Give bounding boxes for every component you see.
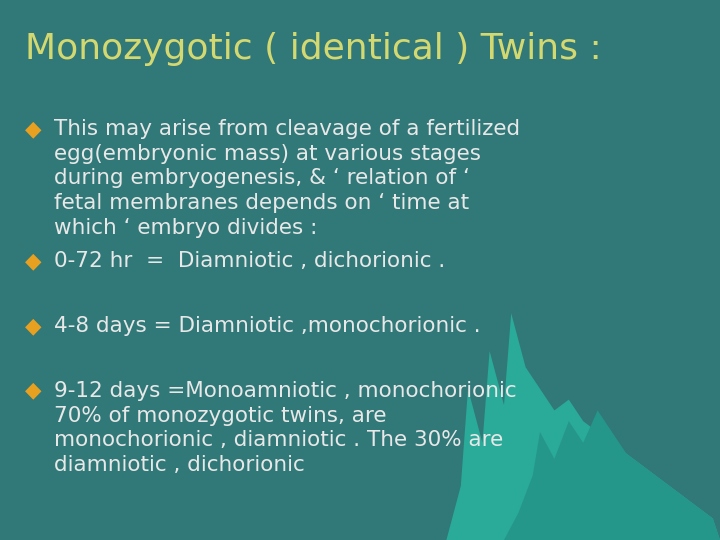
Polygon shape bbox=[446, 313, 720, 540]
Text: ◆: ◆ bbox=[25, 381, 42, 401]
Text: 9-12 days =Monoamniotic , monochorionic
70% of monozygotic twins, are
monochorio: 9-12 days =Monoamniotic , monochorionic … bbox=[54, 381, 517, 475]
Text: Monozygotic ( identical ) Twins :: Monozygotic ( identical ) Twins : bbox=[25, 32, 602, 66]
Text: 4-8 days = Diamniotic ,monochorionic .: 4-8 days = Diamniotic ,monochorionic . bbox=[54, 316, 481, 336]
Text: This may arise from cleavage of a fertilized
egg(embryonic mass) at various stag: This may arise from cleavage of a fertil… bbox=[54, 119, 520, 238]
Text: ◆: ◆ bbox=[25, 251, 42, 271]
Text: 0-72 hr  =  Diamniotic , dichorionic .: 0-72 hr = Diamniotic , dichorionic . bbox=[54, 251, 445, 271]
Polygon shape bbox=[504, 410, 720, 540]
Text: ◆: ◆ bbox=[25, 316, 42, 336]
Text: ◆: ◆ bbox=[25, 119, 42, 139]
